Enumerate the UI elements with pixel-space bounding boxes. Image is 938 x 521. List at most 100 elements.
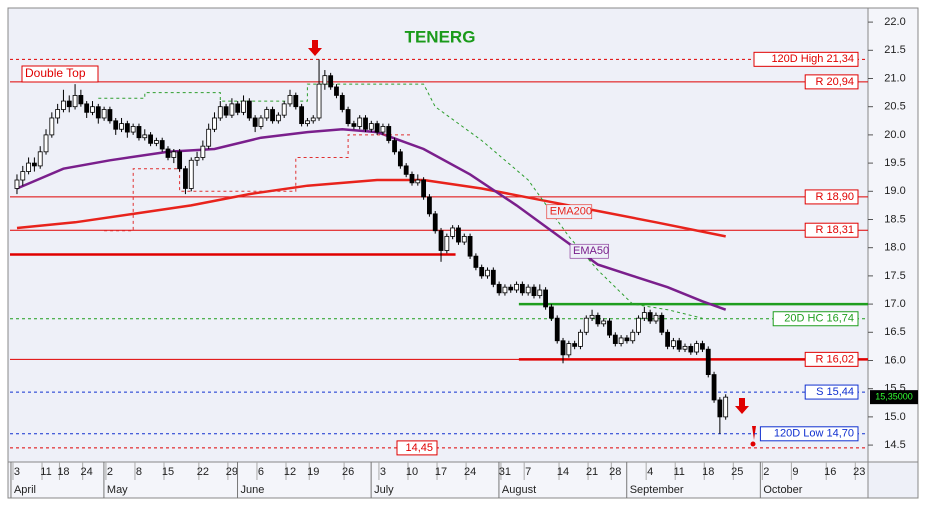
x-tick-label: 3 (380, 466, 386, 478)
indicator-line (16, 128, 727, 311)
x-tick-label: 24 (81, 466, 93, 478)
month-label: April (14, 484, 36, 496)
candle-body (467, 236, 473, 257)
candle-body (543, 289, 548, 308)
candle-body (612, 334, 618, 344)
candle-body (136, 126, 142, 139)
level-label-box (804, 222, 859, 238)
price-tag-label: 15,35000 (875, 392, 913, 402)
level-label-box (772, 311, 859, 327)
candle-body (694, 343, 700, 353)
candle-body (700, 343, 705, 350)
x-tick-label: 3 (14, 466, 20, 478)
x-tick-label: 26 (342, 466, 354, 478)
candle-body (723, 396, 729, 418)
level-label: R 16,02 (815, 353, 854, 365)
candle-body (84, 103, 90, 113)
x-tick-label: 28 (609, 466, 621, 478)
candle-body (235, 103, 241, 113)
candle-body (246, 100, 252, 119)
indicator-label-box (569, 243, 609, 259)
candle-body (293, 95, 299, 108)
indicator-label: EMA200 (550, 206, 592, 218)
level-label: 120D High 21,34 (771, 53, 854, 65)
candle-body (676, 340, 682, 350)
candle-body (380, 126, 386, 133)
x-axis-panel (7, 461, 869, 499)
candle-body (432, 213, 438, 232)
y-tick-label: 21.0 (884, 72, 905, 84)
candle-body (525, 286, 531, 294)
level-label: R 20,94 (815, 76, 854, 88)
candle-body (113, 120, 119, 130)
x-tick-label: 22 (197, 466, 209, 478)
month-label: June (241, 484, 265, 496)
x-tick-label: 9 (792, 466, 798, 478)
candle-body (641, 312, 647, 319)
chart-frame (7, 7, 919, 499)
candle-body (589, 314, 595, 319)
level-label-box (804, 384, 859, 400)
x-tick-label: 4 (647, 466, 653, 478)
candle-body (374, 123, 380, 133)
x-tick-label: 8 (136, 466, 142, 478)
candle-body (630, 331, 636, 342)
candle-body (177, 151, 183, 170)
candle-body (223, 106, 229, 116)
candle-body (37, 151, 43, 167)
x-tick-label: 18 (57, 466, 69, 478)
candle-body (682, 345, 688, 350)
candle-body (578, 331, 583, 347)
candle-body (78, 95, 84, 105)
candle-body (264, 109, 270, 119)
y-tick-label: 22.0 (884, 16, 905, 28)
candle-body (479, 267, 485, 277)
candle-body (519, 283, 525, 294)
x-tick-label: 18 (702, 466, 714, 478)
x-tick-label: 10 (406, 466, 418, 478)
candle-body (212, 117, 217, 130)
candle-body (153, 140, 159, 144)
candle-body (171, 151, 177, 158)
candle-body (72, 95, 78, 108)
candle-body (66, 100, 72, 108)
month-label: September (630, 484, 684, 496)
y-tick-label: 18.5 (884, 213, 905, 225)
candle-body (415, 179, 421, 184)
candle-body (310, 117, 316, 122)
annotation: Double Top (25, 66, 86, 80)
candle-body (502, 286, 508, 294)
candle-body (275, 114, 281, 122)
candle-body (572, 343, 578, 347)
candle-body (217, 106, 223, 119)
y-tick-label: 15.0 (884, 411, 905, 423)
y-tick-label: 14.5 (884, 439, 905, 451)
candle-body (95, 106, 101, 119)
candle-body (229, 103, 235, 116)
annotation-box (21, 65, 99, 83)
candle-body (485, 269, 490, 277)
candle-body (124, 123, 130, 133)
candle-body (287, 95, 293, 105)
candle-body (659, 314, 665, 333)
candle-body (560, 340, 566, 356)
candle-body (607, 320, 612, 336)
candle-body (322, 75, 328, 85)
y-tick-label: 19.5 (884, 157, 905, 169)
candle-body (316, 83, 322, 119)
candle-body (165, 148, 171, 158)
x-tick-label: 31 (499, 466, 511, 478)
y-tick-label: 21.5 (884, 44, 905, 56)
candle-body (705, 348, 711, 375)
candle-body (508, 286, 514, 291)
chart-title: TENERG (405, 27, 476, 46)
level-label-box (804, 74, 859, 90)
candle-body (409, 173, 415, 184)
y-tick-label: 20.0 (884, 129, 905, 141)
candle-body (357, 117, 363, 127)
candle-body (334, 86, 339, 96)
candle-body (258, 117, 264, 127)
candle-body (305, 120, 310, 125)
candle-body (148, 134, 153, 144)
